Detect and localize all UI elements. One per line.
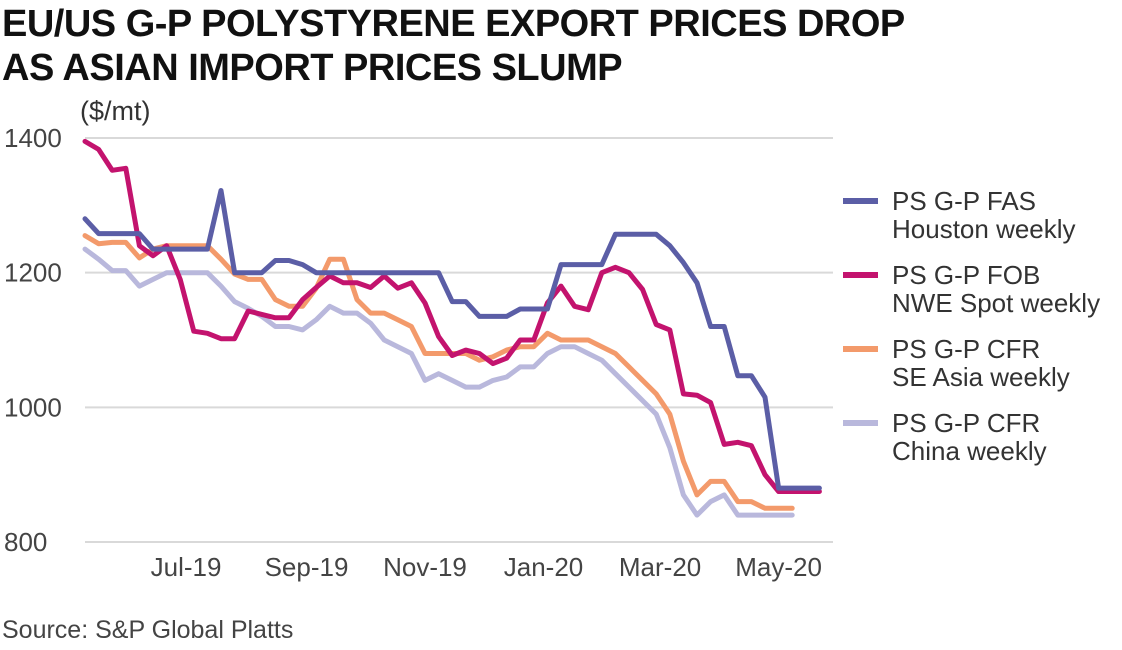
x-tick-label-jan-20: Jan-20 (504, 552, 584, 582)
x-tick-label-mar-20: Mar-20 (619, 552, 701, 582)
legend-label-3-line-2: SE Asia weekly (892, 362, 1070, 392)
legend-label-1-line-1: PS G-P FAS (892, 186, 1036, 216)
series-line-2 (82, 138, 822, 494)
x-tick-label-sep-19: Sep-19 (265, 552, 349, 582)
chart-title: EU/US G-P POLYSTYRENE EXPORT PRICES DROP… (2, 2, 905, 90)
legend-label-4-line-1: PS G-P CFR (892, 408, 1040, 438)
source-note: Source: S&P Global Platts (2, 616, 294, 644)
legend-label-2-line-1: PS G-P FOB (892, 260, 1040, 290)
x-tick-label-nov-19: Nov-19 (383, 552, 467, 582)
y-tick-label-1000: 1000 (4, 392, 62, 422)
x-tick-label-may-20: May-20 (735, 552, 822, 582)
y-tick-label-1200: 1200 (4, 258, 62, 288)
y-tick-label-1400: 1400 (4, 123, 62, 153)
legend-label-3-line-1: PS G-P CFR (892, 334, 1040, 364)
series-line-1 (82, 188, 822, 491)
legend-label-2-line-2: NWE Spot weekly (892, 288, 1100, 318)
y-axis-unit-label: ($/mt) (80, 96, 151, 126)
legend-label-1-line-2: Houston weekly (892, 214, 1076, 244)
legend-label-4-line-2: China weekly (892, 436, 1047, 466)
series-line-3 (82, 233, 795, 511)
series-line-4 (82, 246, 795, 518)
chart-title-line-1: EU/US G-P POLYSTYRENE EXPORT PRICES DROP (2, 3, 905, 45)
y-tick-label-800: 800 (4, 527, 47, 557)
chart-title-line-2: AS ASIAN IMPORT PRICES SLUMP (2, 47, 623, 89)
x-tick-label-jul-19: Jul-19 (151, 552, 222, 582)
